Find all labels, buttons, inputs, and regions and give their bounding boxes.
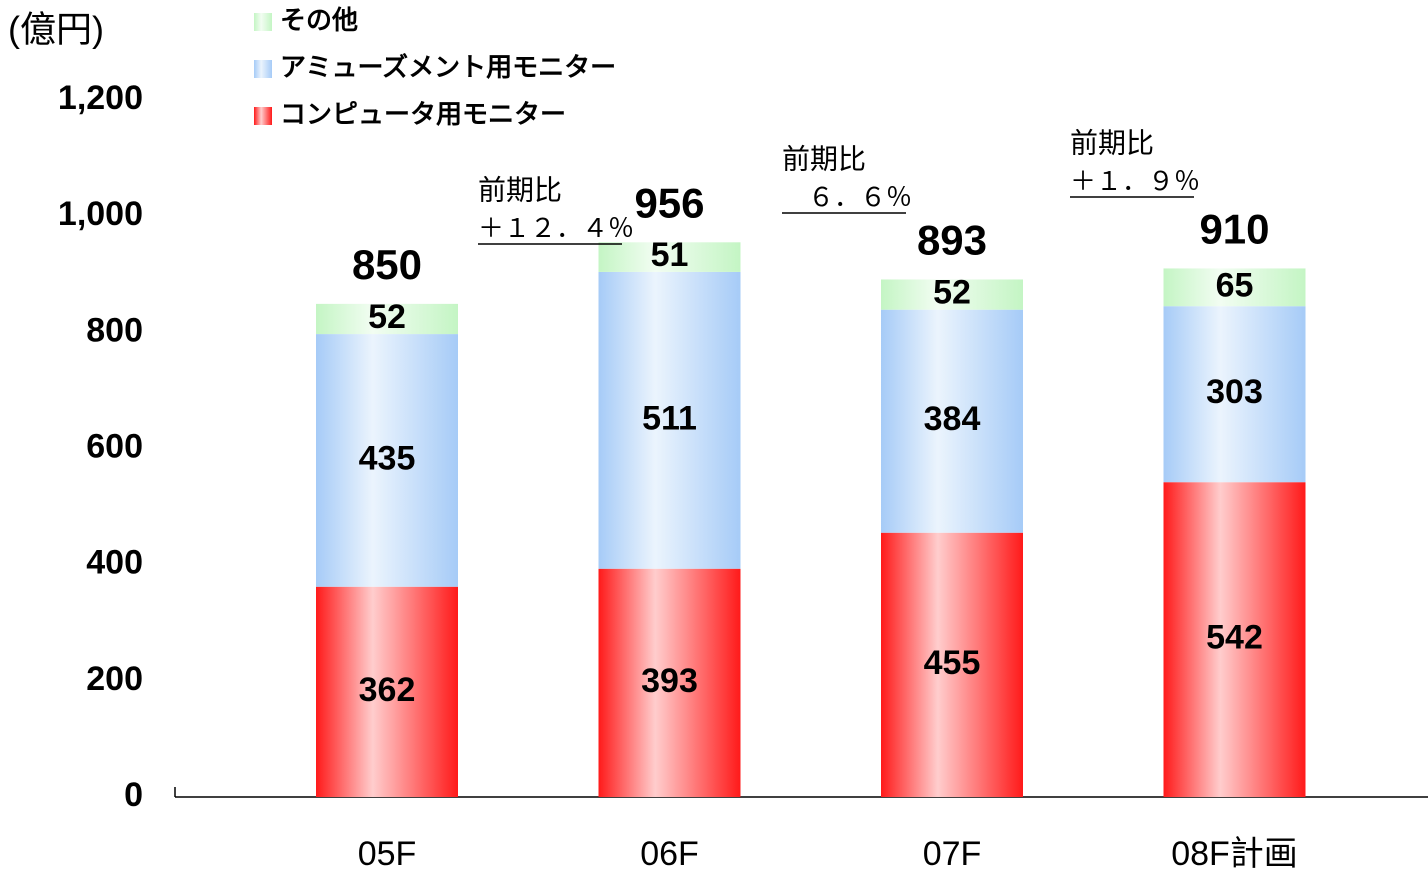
bar-segment [881,279,1023,310]
x-tick-label: 05F [358,835,417,873]
y-tick-label: 200 [86,660,143,698]
legend-label: アミューズメント用モニター [280,52,616,82]
bar-segment [598,271,741,569]
total-label: 893 [917,217,987,264]
data-label: 542 [1206,619,1263,657]
x-tick-label: 06F [640,835,699,873]
legend-label: その他 [280,5,358,35]
annotation-value: ＋１２．４％ [478,213,634,243]
y-tick-label: 1,200 [58,79,143,117]
legend-label: コンピュータ用モニター [280,99,566,129]
bar-segment [598,242,741,272]
data-label: 52 [368,298,406,336]
bar-segment [316,334,458,587]
annotation-title: 前期比 [478,174,562,205]
y-tick-label: 1,000 [58,195,143,233]
y-tick-label: 400 [86,544,143,582]
annotation-value: ＋１．９％ [1070,166,1200,196]
annotation-title: 前期比 [1070,127,1154,158]
total-label: 850 [352,241,422,288]
bar-segment [1163,482,1306,797]
bar-segment [881,309,1023,533]
y-tick-label: 600 [86,427,143,465]
total-label: 956 [634,179,704,226]
bar-segment [881,532,1023,797]
data-label: 362 [359,671,416,709]
annotation-value: ６．６％ [782,182,912,212]
x-tick-label: 08F計画 [1171,835,1298,873]
data-label: 435 [359,439,416,477]
total-label: 910 [1199,206,1269,253]
bar-segment [316,586,458,797]
data-label: 455 [924,644,981,682]
y-axis-label: (億円) [8,9,104,50]
bar-segment [1163,306,1306,483]
data-label: 384 [924,400,981,438]
data-label: 511 [642,399,697,437]
bar-segment [316,303,458,335]
data-label: 52 [933,274,971,312]
y-tick-label: 800 [86,311,143,349]
bar-segment [1163,268,1306,307]
y-tick-label: 0 [124,776,143,814]
data-label: 65 [1216,266,1254,304]
x-tick-label: 07F [923,835,982,873]
annotation-title: 前期比 [782,143,866,174]
data-label: 393 [641,662,698,700]
data-label: 51 [651,236,689,274]
bar-segment [598,568,741,797]
legend-swatch [254,107,272,125]
legend-swatch [254,60,272,78]
data-label: 303 [1206,373,1263,411]
legend-swatch [254,13,272,31]
